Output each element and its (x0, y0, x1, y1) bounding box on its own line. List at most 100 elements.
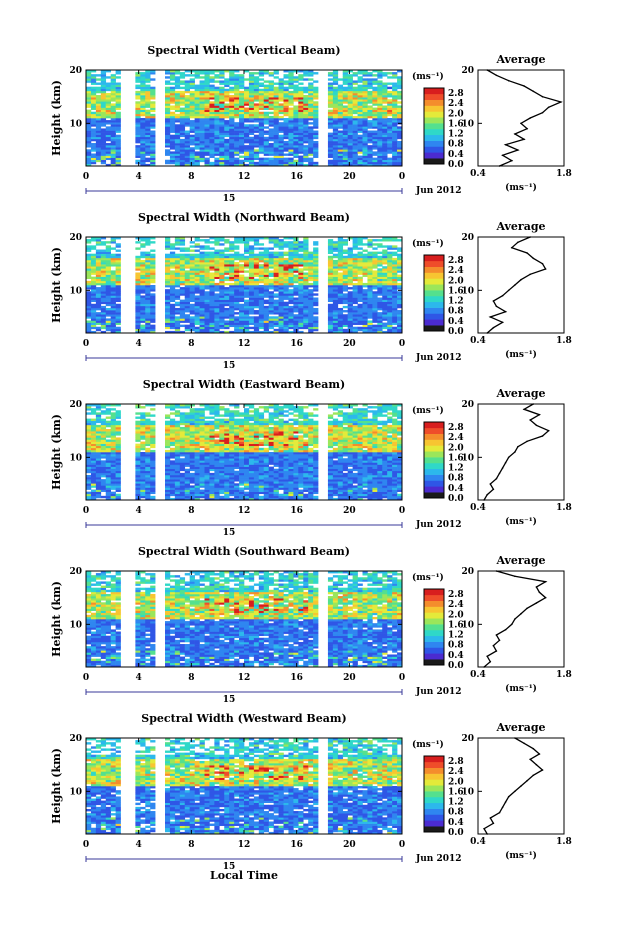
heatmap-cell (115, 280, 121, 284)
heatmap-cell (110, 262, 116, 265)
heatmap-cell (135, 320, 141, 323)
average-point (511, 246, 513, 249)
heatmap-cell (194, 266, 200, 269)
heatmap-cell (229, 310, 235, 313)
heatmap-cell (219, 82, 225, 85)
heatmap-cell (199, 82, 205, 85)
heatmap-cell (258, 140, 265, 144)
heatmap-cell (90, 443, 97, 447)
heatmap-cell (105, 404, 111, 407)
heatmap-cell (110, 134, 116, 138)
heatmap-cell (105, 452, 111, 455)
heatmap-cell (288, 118, 294, 121)
heatmap-cell (382, 90, 388, 94)
heatmap-cell (387, 297, 393, 300)
heatmap-cell (140, 310, 146, 313)
colorbar-unit: (ms⁻¹) (412, 71, 444, 82)
heatmap-cell (100, 431, 107, 434)
heatmap-cell (234, 140, 240, 144)
heatmap-cell (199, 255, 205, 259)
heatmap-cell (367, 95, 373, 98)
heatmap-cell (179, 301, 186, 305)
heatmap-cell (372, 86, 378, 90)
heatmap-cell (90, 472, 97, 476)
heatmap-cell (224, 322, 230, 325)
heatmap-cell (86, 326, 92, 330)
heatmap-cell (169, 128, 176, 131)
heatmap-cell (239, 318, 245, 321)
heatmap-cell (308, 82, 314, 85)
heatmap-cell (244, 115, 250, 119)
heatmap-cell (184, 305, 190, 309)
heatmap-cell (367, 82, 373, 85)
heatmap-cell (258, 257, 265, 261)
heatmap-cell (179, 97, 186, 100)
heatmap-cell (337, 149, 344, 152)
heatmap-cell (214, 99, 220, 102)
heatmap-cell (194, 101, 200, 104)
heatmap-cell (387, 82, 393, 85)
heatmap-cell (298, 140, 304, 144)
heatmap-cell (145, 113, 151, 117)
heatmap-cell (293, 143, 299, 146)
heatmap-cell (273, 278, 279, 282)
heatmap-cell (352, 95, 358, 98)
heatmap-cell (298, 270, 304, 273)
heatmap-cell (372, 126, 378, 129)
heatmap-cell (204, 268, 210, 271)
heatmap-cell (179, 324, 186, 328)
average-frame (477, 236, 565, 334)
heatmap-cell (303, 120, 309, 123)
heatmap-cell (327, 151, 334, 154)
heatmap-cell (352, 266, 358, 269)
heatmap-cell (258, 107, 265, 110)
heatmap-cell (253, 262, 260, 265)
heatmap-cell (342, 124, 348, 127)
heatmap-cell (288, 272, 294, 275)
heatmap-cell (382, 237, 388, 240)
average-point (560, 101, 562, 103)
heatmap-cell (165, 320, 171, 323)
heatmap-cell (392, 151, 398, 154)
heatmap-cell (362, 157, 368, 161)
heatmap-cell (382, 297, 388, 300)
heatmap-cell (150, 132, 156, 135)
heatmap-cell (253, 243, 260, 246)
heatmap-cell (229, 270, 235, 273)
heatmap-cell (352, 255, 358, 259)
heatmap-cell (105, 247, 111, 250)
heatmap-cell (95, 120, 102, 123)
heatmap-cell (352, 328, 358, 332)
heatmap-cell (224, 155, 230, 158)
heatmap-cell (244, 132, 250, 135)
heatmap-cell (377, 86, 383, 90)
heatmap-cell (189, 147, 195, 150)
heatmap-cell (253, 268, 260, 271)
heatmap-cell (332, 297, 339, 300)
heatmap-cell (397, 274, 403, 277)
heatmap-cell (194, 320, 200, 323)
heatmap-cell (95, 124, 102, 127)
heatmap-cell (357, 155, 363, 158)
heatmap-cell (179, 80, 186, 83)
heatmap-cell (140, 161, 146, 165)
heatmap-cell (392, 318, 398, 321)
heatmap-cell (229, 105, 235, 108)
heatmap-cell (392, 90, 398, 94)
y-tick-label: 10 (69, 119, 82, 129)
heatmap-cell (352, 145, 358, 148)
heatmap-cell (204, 295, 210, 298)
heatmap-cell (135, 86, 141, 90)
heatmap-cell (263, 105, 269, 108)
heatmap-cell (244, 70, 250, 73)
heatmap-cell (100, 266, 107, 269)
heatmap-cell (372, 120, 378, 123)
heatmap-cell (199, 303, 205, 307)
heatmap-cell (194, 90, 200, 94)
heatmap-cell (105, 429, 111, 432)
heatmap-cell (377, 301, 383, 305)
heatmap-cell (382, 326, 388, 330)
heatmap-cell (263, 330, 269, 334)
heatmap-cell (278, 255, 284, 259)
heatmap-cell (179, 86, 186, 90)
